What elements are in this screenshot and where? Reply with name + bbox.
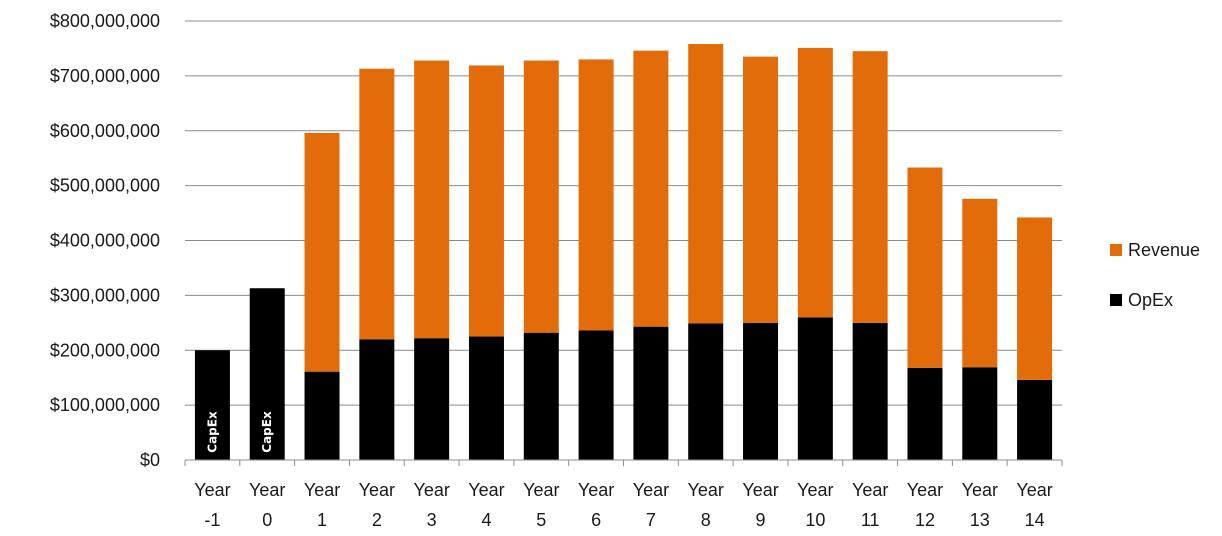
bars: CapEx CapEx <box>194 44 1053 460</box>
y-tick-label: $0 <box>140 450 160 470</box>
bar-opex <box>743 322 779 460</box>
x-tick-label: Year 3 <box>413 480 449 530</box>
bar-revenue <box>797 47 833 318</box>
bar-revenue <box>578 59 614 331</box>
x-tick-label: Year 14 <box>1016 480 1052 530</box>
bar-opex <box>852 322 888 460</box>
bar-revenue <box>414 60 450 339</box>
bar-opex <box>633 326 669 460</box>
x-tick-label: Year 6 <box>578 480 614 530</box>
bar-revenue <box>523 60 559 333</box>
bar-opex <box>249 288 285 460</box>
x-tick-label: Year 4 <box>468 480 504 530</box>
x-tick-label: Year 1 <box>304 480 340 530</box>
legend-label: Revenue <box>1128 240 1200 260</box>
legend-swatch <box>1110 294 1122 306</box>
y-tick-label: $500,000,000 <box>50 176 160 196</box>
legend-label: OpEx <box>1128 290 1173 310</box>
x-axis-ticks: Year -1 Year 0 Year 1 Year 2 Year 3 Year 4 Year 5 Year… <box>194 480 1053 530</box>
bar-revenue <box>468 65 504 337</box>
bar-opex <box>304 371 340 460</box>
x-tick-label: Year 0 <box>249 480 285 530</box>
x-tick-label: Year 8 <box>688 480 724 530</box>
x-tick-label: Year 5 <box>523 480 559 530</box>
bar-revenue <box>304 132 340 372</box>
bar-opex <box>468 336 504 460</box>
bar-opex <box>907 367 943 460</box>
bar-opex <box>194 350 230 460</box>
bar-revenue <box>633 50 669 327</box>
x-tick-label: Year 7 <box>633 480 669 530</box>
y-tick-label: $300,000,000 <box>50 285 160 305</box>
bar-revenue <box>962 198 998 368</box>
bar-revenue <box>359 68 395 340</box>
bar-opex <box>1017 379 1053 460</box>
x-tick-label: Year 10 <box>797 480 833 530</box>
x-tick-label: Year -1 <box>194 480 230 530</box>
x-tick-label: Year 13 <box>962 480 998 530</box>
bar-revenue <box>688 44 724 324</box>
bar-revenue <box>1017 217 1053 380</box>
y-tick-label: $600,000,000 <box>50 121 160 141</box>
bar-opex <box>414 338 450 460</box>
y-tick-label: $400,000,000 <box>50 231 160 251</box>
x-tick-label: Year 9 <box>742 480 778 530</box>
bar-opex <box>523 332 559 460</box>
legend: Revenue OpEx <box>1110 240 1200 310</box>
bar-opex <box>578 330 614 460</box>
y-tick-label: $100,000,000 <box>50 395 160 415</box>
y-tick-label: $200,000,000 <box>50 340 160 360</box>
bar-revenue <box>907 167 943 368</box>
x-tick-label: Year 12 <box>907 480 943 530</box>
bar-opex <box>688 323 724 460</box>
legend-swatch <box>1110 244 1122 256</box>
bar-data-label: CapEx <box>260 411 274 453</box>
y-tick-label: $800,000,000 <box>50 11 160 31</box>
axes <box>184 459 1063 466</box>
bar-opex <box>962 367 998 460</box>
bar-revenue <box>743 56 779 323</box>
bar-revenue <box>852 51 888 323</box>
bar-data-label: CapEx <box>205 411 219 453</box>
y-tick-label: $700,000,000 <box>50 66 160 86</box>
x-tick-label: Year 2 <box>359 480 395 530</box>
x-tick-label: Year 11 <box>852 480 888 530</box>
y-axis-ticks: $0 $100,000,000 $200,000,000 $300,000,000 $4… <box>50 11 160 470</box>
bar-opex <box>359 339 395 460</box>
bar-opex <box>797 317 833 460</box>
